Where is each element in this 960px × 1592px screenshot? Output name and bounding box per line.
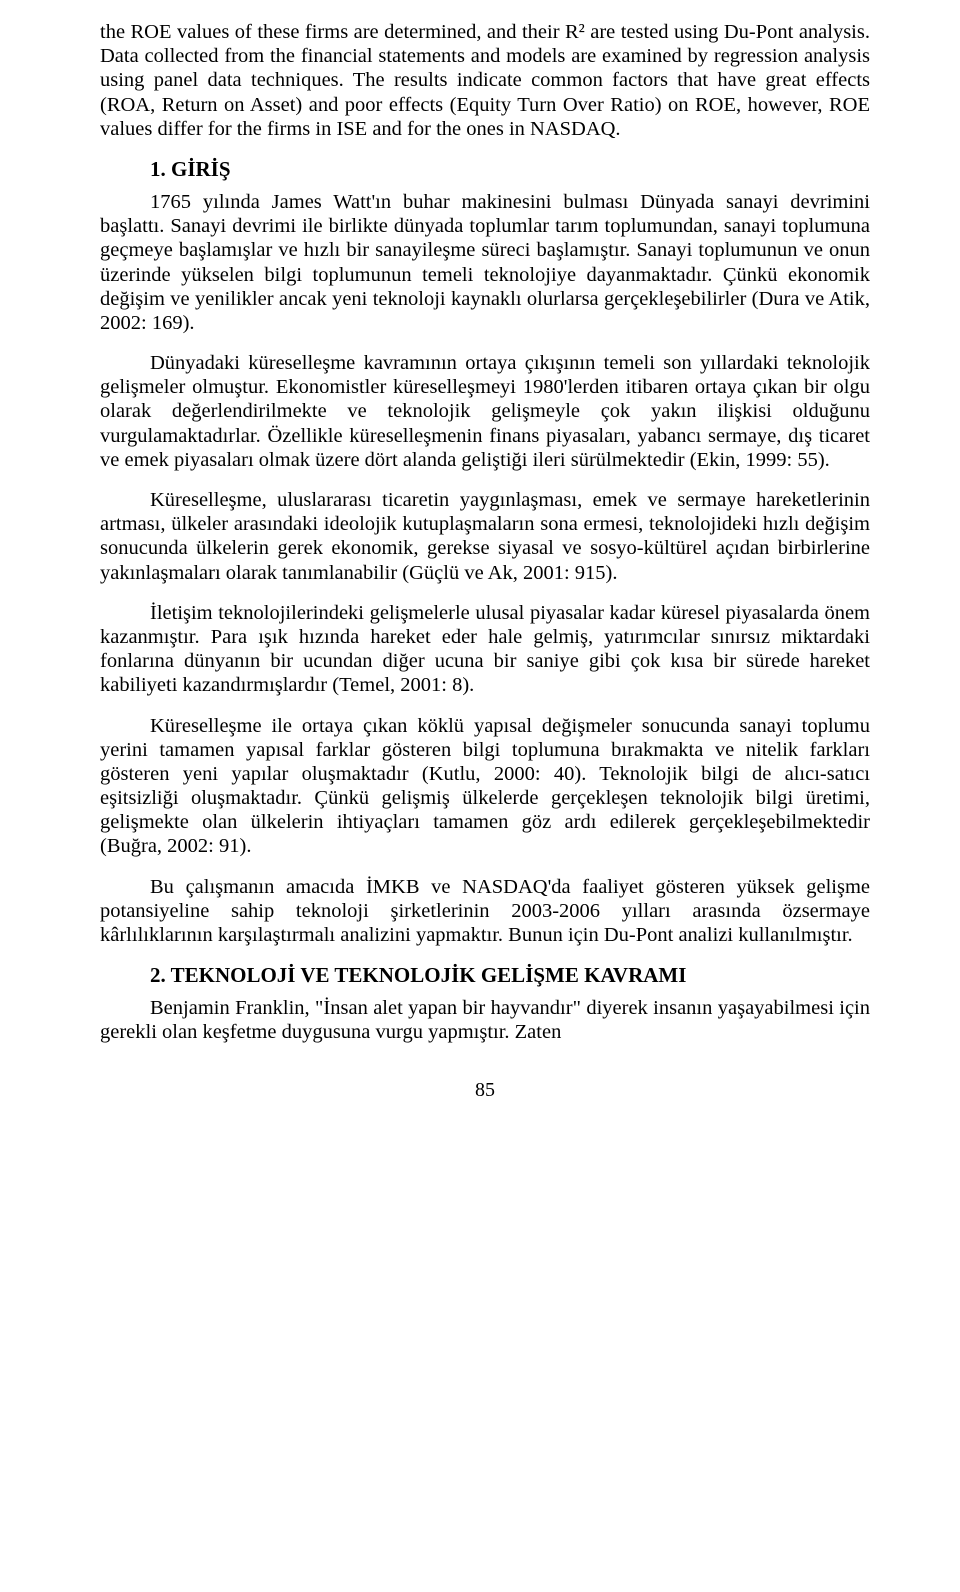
abstract-paragraph: the ROE values of these firms are determ… bbox=[100, 20, 870, 141]
section-1-paragraph-4: İletişim teknolojilerindeki gelişmelerle… bbox=[100, 601, 870, 698]
section-1-paragraph-3: Küreselleşme, uluslararası ticaretin yay… bbox=[100, 488, 870, 585]
page-number: 85 bbox=[100, 1079, 870, 1102]
section-1-paragraph-1: 1765 yılında James Watt'ın buhar makines… bbox=[100, 190, 870, 335]
section-2-heading: 2. TEKNOLOJİ VE TEKNOLOJİK GELİŞME KAVRA… bbox=[150, 963, 870, 988]
section-2-paragraph-1: Benjamin Franklin, "İnsan alet yapan bir… bbox=[100, 996, 870, 1044]
section-1-heading: 1. GİRİŞ bbox=[150, 157, 870, 182]
section-1-paragraph-2: Dünyadaki küreselleşme kavramının ortaya… bbox=[100, 351, 870, 472]
document-page: the ROE values of these firms are determ… bbox=[0, 0, 960, 1142]
section-1-paragraph-6: Bu çalışmanın amacıda İMKB ve NASDAQ'da … bbox=[100, 875, 870, 948]
section-1-paragraph-5: Küreselleşme ile ortaya çıkan köklü yapı… bbox=[100, 714, 870, 859]
